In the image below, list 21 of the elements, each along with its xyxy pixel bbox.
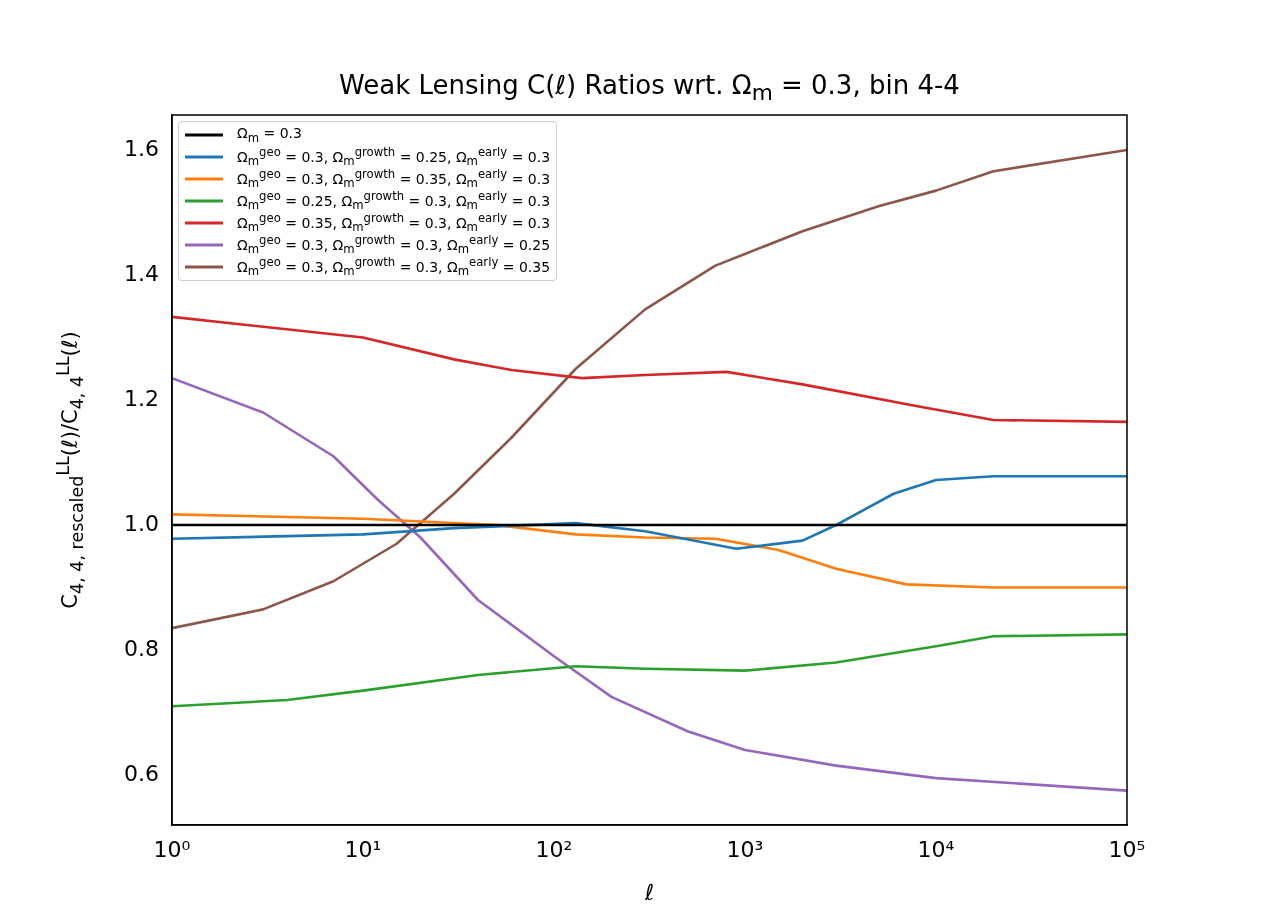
- x-tick-label: 10⁵: [1108, 836, 1146, 862]
- text: Ω$_{m}$$^{geo}$ = 0.3, Ω$_{m}$$^{growth}$ = 0.25, Ω$_{m}$$^{early}$ = 0.3: [237, 145, 551, 169]
- y-tick-label: 1.2: [124, 385, 159, 411]
- x-tick-label: 10¹: [344, 836, 382, 862]
- text: Ω$_{m}$$^{geo}$ = 0.3, Ω$_{m}$$^{growth}$ = 0.3, Ω$_{m}$$^{early}$ = 0.25: [237, 233, 551, 257]
- y-tick-label: 0.8: [124, 635, 159, 661]
- y-tick-label: 0.6: [124, 760, 159, 786]
- x-tick-label: 10⁰: [153, 836, 191, 862]
- text: Ω$_{m}$$^{geo}$ = 0.3, Ω$_{m}$$^{growth}$ = 0.35, Ω$_{m}$$^{early}$ = 0.3: [237, 167, 551, 191]
- legend-label: Ω$_{m}$ = 0.3: [237, 124, 302, 145]
- text: Ω$_{m}$$^{geo}$ = 0.25, Ω$_{m}$$^{growth}$ = 0.3, Ω$_{m}$$^{early}$ = 0.3: [237, 189, 551, 213]
- x-tick-label: 10²: [535, 836, 573, 862]
- x-tick-label: 10⁴: [917, 836, 955, 862]
- chart-title: Weak Lensing C(ℓ) Ratios wrt. Ω$_{m}$ = 0.3, bin 4-4: [338, 70, 961, 106]
- text: Ω$_{m}$$^{geo}$ = 0.35, Ω$_{m}$$^{growth}$ = 0.3, Ω$_{m}$$^{early}$ = 0.3: [237, 211, 551, 235]
- text: Ω$_{m}$$^{geo}$ = 0.3, Ω$_{m}$$^{growth}$ = 0.3, Ω$_{m}$$^{early}$ = 0.35: [237, 255, 551, 279]
- y-tick-label: 1.0: [124, 510, 159, 536]
- y-tick-label: 1.4: [124, 260, 159, 286]
- y-tick-label: 1.6: [124, 135, 159, 161]
- x-axis-title: ℓ: [643, 880, 656, 905]
- x-tick-label: 10³: [726, 836, 764, 862]
